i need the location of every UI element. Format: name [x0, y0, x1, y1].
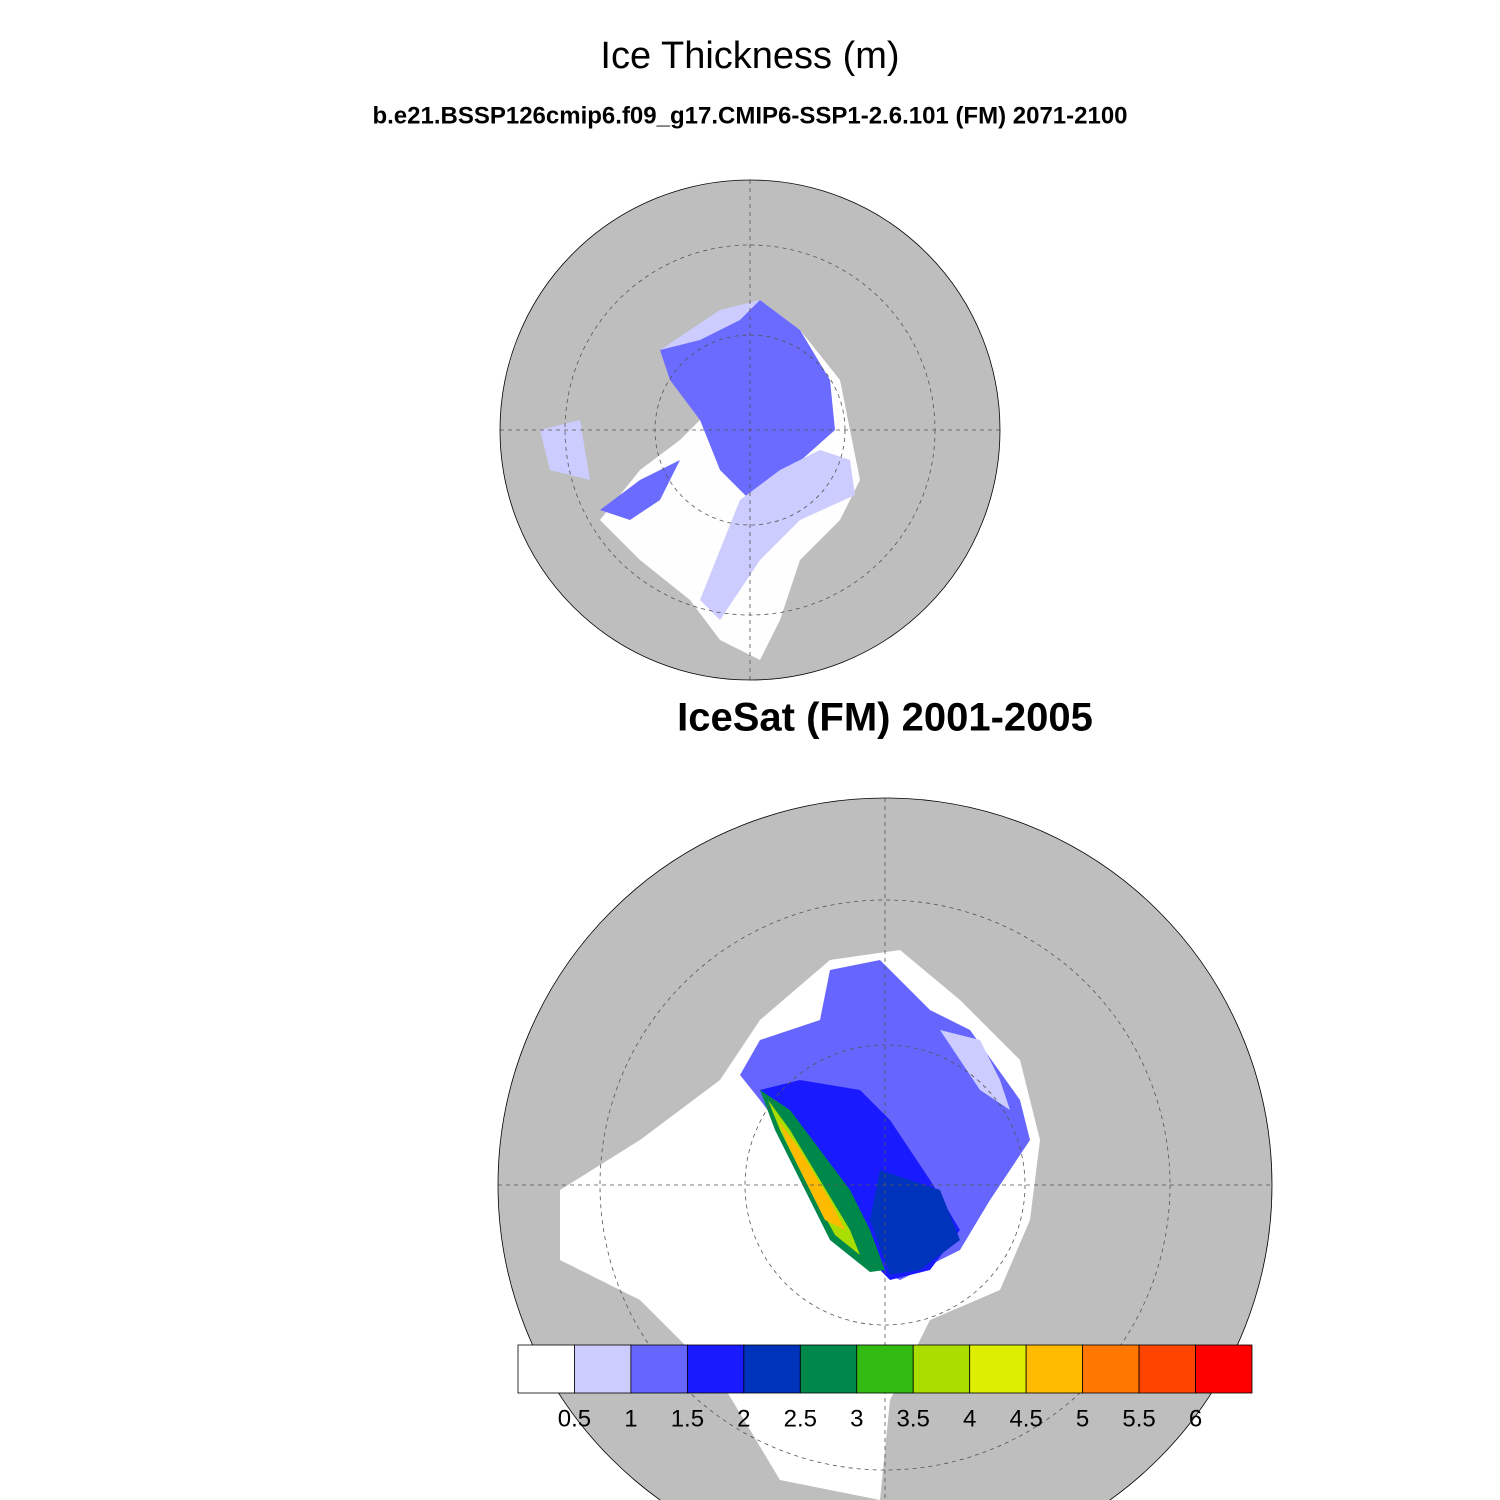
title: Ice Thickness (m) [600, 35, 899, 77]
colorbar-box [1138, 1344, 1196, 1394]
colorbar-box [1195, 1344, 1253, 1394]
colorbar-box [912, 1344, 971, 1394]
colorbar-label: 3 [850, 1405, 863, 1432]
bottom-map [498, 798, 1272, 1500]
panel-title: IceSat (FM) 2001-2005 [677, 696, 1093, 740]
colorbar-label: 6 [1189, 1405, 1202, 1432]
colorbar-box [799, 1344, 858, 1394]
colorbar-box [574, 1344, 632, 1394]
colorbar-box [517, 1344, 575, 1394]
colorbar-label: 5 [1076, 1405, 1089, 1432]
colorbar-box [743, 1344, 801, 1394]
colorbar-label: 2 [737, 1405, 750, 1432]
top-map [500, 180, 1000, 680]
colorbar-label: 0.5 [558, 1405, 591, 1432]
colorbar-label: 4 [963, 1405, 976, 1432]
top-map-border [499, 179, 1001, 681]
colorbar-label: 4.5 [1009, 1405, 1042, 1432]
colorbar-label: 2.5 [784, 1405, 817, 1432]
colorbar-box [969, 1344, 1027, 1394]
colorbar-label: 5.5 [1122, 1405, 1155, 1432]
colorbar-box [1082, 1344, 1140, 1394]
colorbar-box [856, 1344, 914, 1394]
colorbar: 0.5 1 1.5 2 2.5 3 3.5 4 4.5 5 5.5 6 [517, 1344, 1253, 1432]
colorbar-label: 1 [624, 1405, 637, 1432]
bottom-map-border [497, 797, 1273, 1500]
colorbar-label: 1.5 [671, 1405, 704, 1432]
colorbar-label: 3.5 [897, 1405, 930, 1432]
colorbar-box [1025, 1344, 1084, 1394]
colorbar-box [630, 1344, 688, 1394]
colorbar-box [686, 1344, 745, 1394]
subtitle: b.e21.BSSP126cmip6.f09_g17.CMIP6-SSP1-2.… [372, 102, 1127, 129]
